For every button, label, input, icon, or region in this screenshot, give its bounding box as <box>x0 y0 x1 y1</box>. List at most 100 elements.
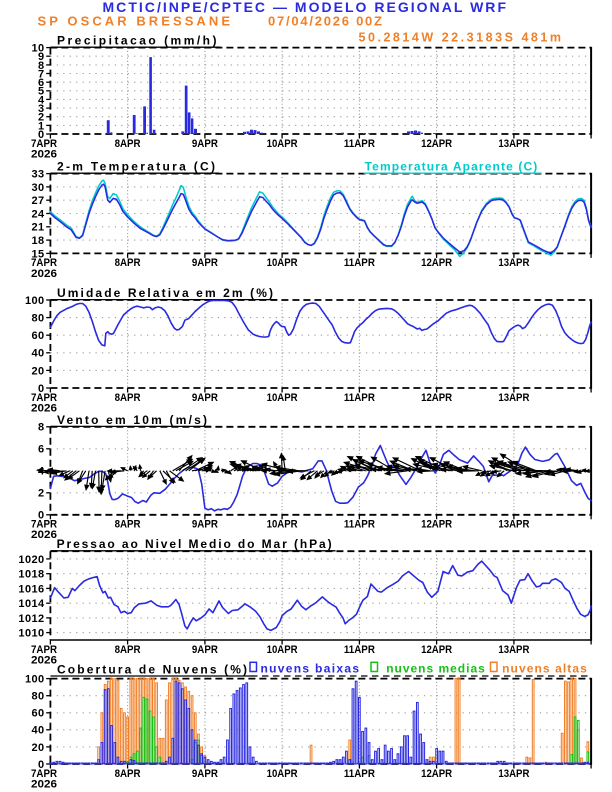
svg-text:100: 100 <box>25 674 45 686</box>
svg-text:10APR: 10APR <box>267 644 298 656</box>
svg-text:Pressao ao Nivel Medio do Mar: Pressao ao Nivel Medio do Mar (hPa) <box>57 537 332 551</box>
svg-text:5: 5 <box>38 86 45 98</box>
svg-text:80: 80 <box>31 691 44 703</box>
svg-text:33: 33 <box>31 169 44 181</box>
svg-text:9APR: 9APR <box>192 257 218 269</box>
svg-text:7: 7 <box>38 68 45 80</box>
svg-text:10APR: 10APR <box>267 392 298 404</box>
svg-text:Precipitacao (mm/h): Precipitacao (mm/h) <box>57 34 217 48</box>
svg-text:7APR: 7APR <box>31 257 57 269</box>
svg-text:10APR: 10APR <box>267 519 298 531</box>
svg-text:1010: 1010 <box>18 628 44 640</box>
svg-text:24: 24 <box>31 208 45 220</box>
svg-text:11APR: 11APR <box>344 138 375 150</box>
svg-text:13APR: 13APR <box>498 768 529 780</box>
svg-text:60: 60 <box>31 330 44 342</box>
svg-text:1: 1 <box>38 120 45 132</box>
svg-text:1016: 1016 <box>18 583 44 595</box>
svg-text:nuvens baixas: nuvens baixas <box>261 661 360 675</box>
svg-text:13APR: 13APR <box>498 392 529 404</box>
svg-text:9: 9 <box>38 51 45 63</box>
svg-text:8: 8 <box>38 60 45 72</box>
svg-text:8APR: 8APR <box>115 257 141 269</box>
svg-text:13APR: 13APR <box>498 519 529 531</box>
svg-text:7APR: 7APR <box>31 519 57 531</box>
svg-text:10: 10 <box>31 43 44 55</box>
svg-text:nuvens altas: nuvens altas <box>502 661 587 675</box>
svg-text:12APR: 12APR <box>421 644 452 656</box>
svg-text:2: 2 <box>38 112 45 124</box>
svg-text:6: 6 <box>38 444 45 456</box>
svg-text:50.2814W 22.3183S 481m: 50.2814W 22.3183S 481m <box>359 31 562 45</box>
svg-text:7APR: 7APR <box>31 768 57 780</box>
svg-text:2026: 2026 <box>31 402 57 414</box>
svg-text:8APR: 8APR <box>115 519 141 531</box>
svg-text:3: 3 <box>38 103 45 115</box>
svg-text:8: 8 <box>38 422 45 434</box>
svg-text:0: 0 <box>38 510 45 522</box>
svg-text:2026: 2026 <box>31 148 57 160</box>
svg-text:0: 0 <box>38 383 45 395</box>
svg-text:7APR: 7APR <box>31 392 57 404</box>
svg-text:8APR: 8APR <box>115 768 141 780</box>
svg-text:11APR: 11APR <box>344 392 375 404</box>
svg-text:1020: 1020 <box>18 554 44 566</box>
svg-text:4: 4 <box>38 94 45 106</box>
svg-text:9APR: 9APR <box>192 138 218 150</box>
svg-text:8APR: 8APR <box>115 644 141 656</box>
svg-text:2026: 2026 <box>31 654 57 666</box>
svg-text:10APR: 10APR <box>267 257 298 269</box>
svg-text:2026: 2026 <box>31 778 57 790</box>
svg-text:7APR: 7APR <box>31 644 57 656</box>
svg-text:80: 80 <box>31 313 44 325</box>
svg-text:12APR: 12APR <box>421 257 452 269</box>
svg-text:2026: 2026 <box>31 529 57 541</box>
svg-text:11APR: 11APR <box>344 519 375 531</box>
svg-text:15: 15 <box>31 248 44 260</box>
svg-text:11APR: 11APR <box>344 644 375 656</box>
svg-text:8APR: 8APR <box>115 392 141 404</box>
svg-text:1014: 1014 <box>18 598 45 610</box>
svg-text:10APR: 10APR <box>267 768 298 780</box>
svg-text:40: 40 <box>31 348 44 360</box>
svg-text:07/04/2026 00Z: 07/04/2026 00Z <box>268 13 382 28</box>
svg-text:20: 20 <box>31 742 44 754</box>
svg-text:0: 0 <box>38 129 45 141</box>
svg-text:9APR: 9APR <box>192 392 218 404</box>
svg-text:1012: 1012 <box>18 613 44 625</box>
svg-text:6: 6 <box>38 77 45 89</box>
svg-text:21: 21 <box>31 222 44 234</box>
svg-text:Temperatura Aparente (C): Temperatura Aparente (C) <box>365 160 538 174</box>
svg-text:27: 27 <box>31 195 44 207</box>
svg-text:12APR: 12APR <box>421 138 452 150</box>
svg-text:9APR: 9APR <box>192 768 218 780</box>
svg-text:nuvens medias: nuvens medias <box>386 661 485 675</box>
svg-text:13APR: 13APR <box>498 644 529 656</box>
svg-text:2-m Temperatura (C): 2-m Temperatura (C) <box>57 160 215 174</box>
svg-text:11APR: 11APR <box>344 768 375 780</box>
svg-text:10APR: 10APR <box>267 138 298 150</box>
svg-text:2026: 2026 <box>31 268 57 280</box>
svg-text:Cobertura de Nuvens (%): Cobertura de Nuvens (%) <box>57 662 247 676</box>
svg-text:7APR: 7APR <box>31 138 57 150</box>
svg-text:MCTIC/INPE/CPTEC — MODELO REGI: MCTIC/INPE/CPTEC — MODELO REGIONAL WRF <box>103 0 507 15</box>
svg-text:18: 18 <box>31 235 44 247</box>
svg-text:9APR: 9APR <box>192 644 218 656</box>
svg-text:12APR: 12APR <box>421 392 452 404</box>
svg-text:13APR: 13APR <box>498 257 529 269</box>
svg-text:13APR: 13APR <box>498 138 529 150</box>
svg-text:100: 100 <box>25 295 45 307</box>
svg-text:12APR: 12APR <box>421 519 452 531</box>
svg-text:60: 60 <box>31 708 44 720</box>
svg-text:0: 0 <box>38 759 45 771</box>
svg-text:20: 20 <box>31 365 44 377</box>
svg-text:2: 2 <box>38 488 45 500</box>
svg-text:9APR: 9APR <box>192 519 218 531</box>
svg-text:Umidade Relativa em 2m (%): Umidade Relativa em 2m (%) <box>57 286 273 300</box>
svg-text:30: 30 <box>31 182 44 194</box>
svg-text:1018: 1018 <box>18 569 44 581</box>
svg-text:11APR: 11APR <box>344 257 375 269</box>
svg-text:8APR: 8APR <box>115 138 141 150</box>
svg-text:12APR: 12APR <box>421 768 452 780</box>
svg-text:40: 40 <box>31 725 44 737</box>
